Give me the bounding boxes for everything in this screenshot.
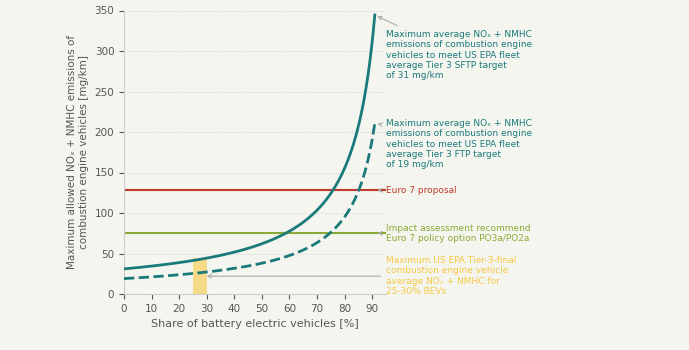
- Text: Maximum average NOₓ + NMHC
emissions of combustion engine
vehicles to meet US EP: Maximum average NOₓ + NMHC emissions of …: [378, 17, 532, 80]
- Text: Euro 7 proposal: Euro 7 proposal: [379, 186, 457, 195]
- Text: Impact assessment recommend
Euro 7 policy option PO3a/PO2a: Impact assessment recommend Euro 7 polic…: [379, 224, 531, 243]
- Text: Maximum average NOₓ + NMHC
emissions of combustion engine
vehicles to meet US EP: Maximum average NOₓ + NMHC emissions of …: [379, 119, 532, 169]
- X-axis label: Share of battery electric vehicles [%]: Share of battery electric vehicles [%]: [151, 319, 359, 329]
- Text: Maximum US EPA Tier-3-final
combustion engine vehicle
average NOₓ + NMHC for
25-: Maximum US EPA Tier-3-final combustion e…: [208, 256, 516, 296]
- Y-axis label: Maximum allowed NOₓ + NMHC emissions of
combustion engine vehicles [mg/km]: Maximum allowed NOₓ + NMHC emissions of …: [68, 35, 89, 269]
- Bar: [193, 258, 207, 294]
